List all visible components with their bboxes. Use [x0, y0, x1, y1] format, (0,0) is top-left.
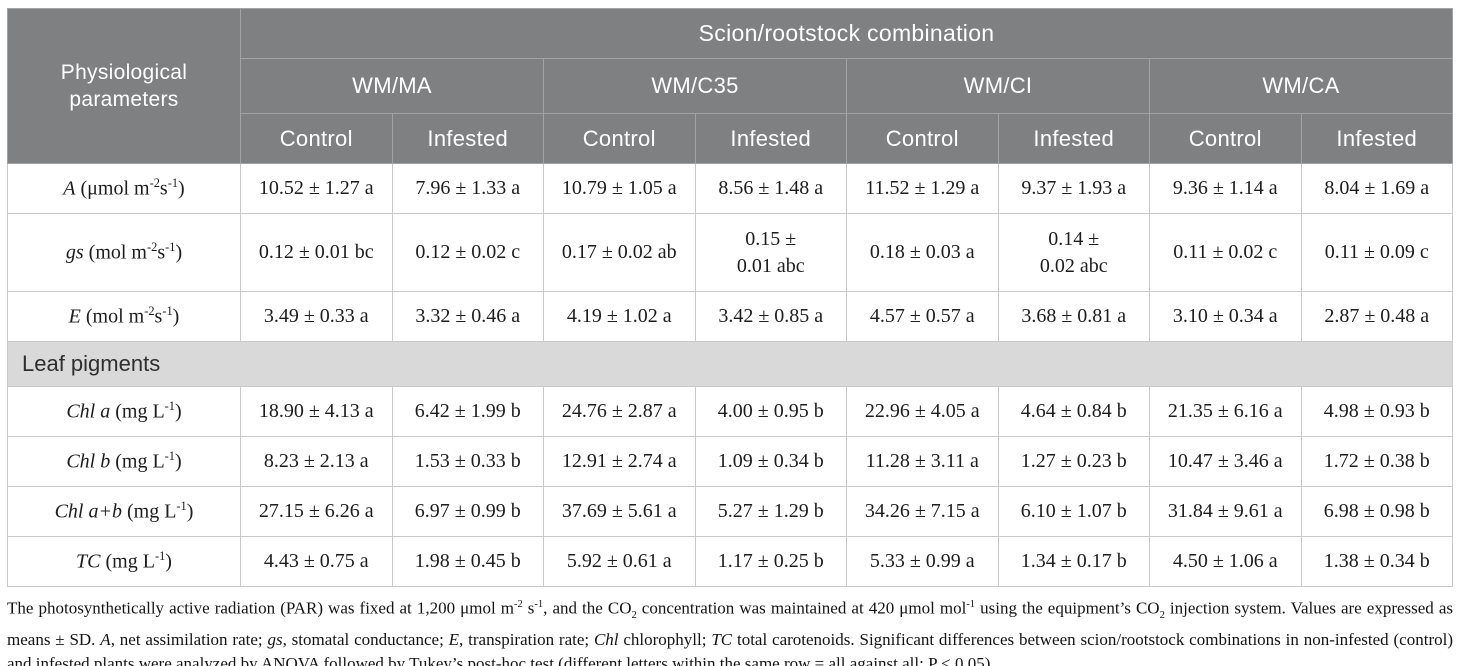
- value-cell: 4.00 ± 0.95 b: [694, 386, 847, 437]
- value-cell: 10.52 ± 1.27 a: [240, 163, 393, 214]
- value-cell: 31.84 ± 9.61 a: [1149, 486, 1302, 537]
- value-cell: 3.10 ± 0.34 a: [1149, 291, 1302, 342]
- value-cell: 11.28 ± 3.11 a: [846, 436, 999, 487]
- value-cell: 0.17 ± 0.02 ab: [543, 213, 696, 292]
- value-cell: 0.18 ± 0.03 a: [846, 213, 999, 292]
- span-header-row: Physiological parameters Scion/rootstock…: [7, 8, 1453, 164]
- value-cell: 0.12 ± 0.02 c: [391, 213, 544, 292]
- row-label: E (mol m-2s-1): [7, 291, 241, 342]
- corner-header: Physiological parameters: [7, 8, 241, 164]
- value-cell: 6.42 ± 1.99 b: [391, 386, 544, 437]
- value-cell: 8.04 ± 1.69 a: [1300, 163, 1453, 214]
- value-cell: 27.15 ± 6.26 a: [240, 486, 393, 537]
- condition-header-control: Control: [1149, 113, 1302, 164]
- value-cell: 12.91 ± 2.74 a: [543, 436, 696, 487]
- value-cell: 4.57 ± 0.57 a: [846, 291, 999, 342]
- table-row-chl-a: Chl a (mg L-1) 18.90 ± 4.13 a 6.42 ± 1.99 …: [7, 386, 1453, 437]
- value-cell: 4.19 ± 1.02 a: [543, 291, 696, 342]
- value-cell: 9.37 ± 1.93 a: [997, 163, 1150, 214]
- value-cell: 0.12 ± 0.01 bc: [240, 213, 393, 292]
- value-cell: 1.34 ± 0.17 b: [997, 536, 1150, 587]
- group-header-wm-c35: WM/C35: [543, 58, 847, 114]
- value-cell: 10.79 ± 1.05 a: [543, 163, 696, 214]
- row-label: Chl b (mg L-1): [7, 436, 241, 487]
- value-cell: 4.43 ± 0.75 a: [240, 536, 393, 587]
- value-cell: 4.98 ± 0.93 b: [1300, 386, 1453, 437]
- condition-header-infested: Infested: [997, 113, 1150, 164]
- value-cell: 24.76 ± 2.87 a: [543, 386, 696, 437]
- value-cell: 3.49 ± 0.33 a: [240, 291, 393, 342]
- value-cell: 7.96 ± 1.33 a: [391, 163, 544, 214]
- value-cell: 22.96 ± 4.05 a: [846, 386, 999, 437]
- span-header: Scion/rootstock combination: [240, 8, 1453, 59]
- condition-header-control: Control: [240, 113, 393, 164]
- value-cell: 6.98 ± 0.98 b: [1300, 486, 1453, 537]
- value-cell: 4.50 ± 1.06 a: [1149, 536, 1302, 587]
- group-header-wm-ca: WM/CA: [1149, 58, 1453, 114]
- value-cell: 6.10 ± 1.07 b: [997, 486, 1150, 537]
- value-cell: 21.35 ± 6.16 a: [1149, 386, 1302, 437]
- value-cell: 5.27 ± 1.29 b: [694, 486, 847, 537]
- value-cell: 5.33 ± 0.99 a: [846, 536, 999, 587]
- row-label: gs (mol m-2s-1): [7, 213, 241, 292]
- value-cell: 0.15 ± 0.01 abc: [694, 213, 847, 292]
- condition-header-infested: Infested: [694, 113, 847, 164]
- condition-header-control: Control: [846, 113, 999, 164]
- row-label: A (μmol m-2s-1): [7, 163, 241, 214]
- group-header-wm-ci: WM/CI: [846, 58, 1150, 114]
- value-cell: 1.53 ± 0.33 b: [391, 436, 544, 487]
- value-cell: 5.92 ± 0.61 a: [543, 536, 696, 587]
- value-cell: 8.56 ± 1.48 a: [694, 163, 847, 214]
- group-header-wm-ma: WM/MA: [240, 58, 544, 114]
- table-footnote: The photosynthetically active radiation …: [7, 598, 1454, 666]
- table-body: A (μmol m-2s-1) 10.52 ± 1.27 a 7.96 ± 1.33…: [7, 163, 1453, 587]
- row-label: Chl a (mg L-1): [7, 386, 241, 437]
- value-cell: 1.38 ± 0.34 b: [1300, 536, 1453, 587]
- value-cell: 6.97 ± 0.99 b: [391, 486, 544, 537]
- condition-header-infested: Infested: [391, 113, 544, 164]
- value-cell: 0.14 ± 0.02 abc: [997, 213, 1150, 292]
- value-cell: 8.23 ± 2.13 a: [240, 436, 393, 487]
- table-row-chl-ab: Chl a+b (mg L-1) 27.15 ± 6.26 a 6.97 ± 0.9…: [7, 486, 1453, 537]
- value-cell: 0.11 ± 0.02 c: [1149, 213, 1302, 292]
- value-cell: 34.26 ± 7.15 a: [846, 486, 999, 537]
- value-cell: 1.27 ± 0.23 b: [997, 436, 1150, 487]
- section-header-leaf-pigments: Leaf pigments: [7, 341, 1453, 387]
- physiological-parameters-table: Physiological parameters Scion/rootstock…: [7, 8, 1453, 587]
- value-cell: 18.90 ± 4.13 a: [240, 386, 393, 437]
- section-header-row: Leaf pigments: [7, 341, 1453, 387]
- condition-header-row: Control Infested Control Infested Control Inf…: [8, 113, 1453, 164]
- row-label: TC (mg L-1): [7, 536, 241, 587]
- table-row-gs: gs (mol m-2s-1) 0.12 ± 0.01 bc 0.12 ± 0.02…: [7, 213, 1453, 292]
- value-cell: 1.09 ± 0.34 b: [694, 436, 847, 487]
- value-cell: 10.47 ± 3.46 a: [1149, 436, 1302, 487]
- table-row-chl-b: Chl b (mg L-1) 8.23 ± 2.13 a 1.53 ± 0.33 b…: [7, 436, 1453, 487]
- condition-header-control: Control: [543, 113, 696, 164]
- group-header-row: WM/MA WM/C35 WM/CI WM/CA: [8, 58, 1453, 114]
- value-cell: 3.32 ± 0.46 a: [391, 291, 544, 342]
- table-row-a: A (μmol m-2s-1) 10.52 ± 1.27 a 7.96 ± 1.33…: [7, 163, 1453, 214]
- row-label: Chl a+b (mg L-1): [7, 486, 241, 537]
- value-cell: 4.64 ± 0.84 b: [997, 386, 1150, 437]
- value-cell: 0.11 ± 0.09 c: [1300, 213, 1453, 292]
- value-cell: 1.98 ± 0.45 b: [391, 536, 544, 587]
- value-cell: 9.36 ± 1.14 a: [1149, 163, 1302, 214]
- table-header: Physiological parameters Scion/rootstock…: [7, 8, 1453, 164]
- value-cell: 1.17 ± 0.25 b: [694, 536, 847, 587]
- value-cell: 3.68 ± 0.81 a: [997, 291, 1150, 342]
- value-cell: 1.72 ± 0.38 b: [1300, 436, 1453, 487]
- value-cell: 11.52 ± 1.29 a: [846, 163, 999, 214]
- value-cell: 2.87 ± 0.48 a: [1300, 291, 1453, 342]
- table-row-e: E (mol m-2s-1) 3.49 ± 0.33 a 3.32 ± 0.46 a…: [7, 291, 1453, 342]
- value-cell: 37.69 ± 5.61 a: [543, 486, 696, 537]
- table-row-tc: TC (mg L-1) 4.43 ± 0.75 a 1.98 ± 0.45 b 5.9…: [7, 536, 1453, 587]
- condition-header-infested: Infested: [1300, 113, 1453, 164]
- value-cell: 3.42 ± 0.85 a: [694, 291, 847, 342]
